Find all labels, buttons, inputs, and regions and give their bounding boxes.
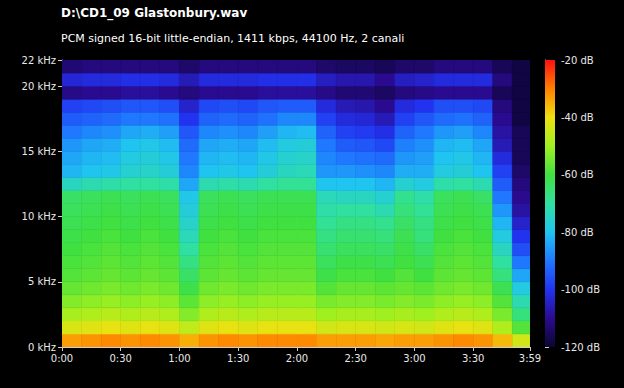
- svg-text:5 kHz: 5 kHz: [28, 276, 56, 287]
- svg-text:-60 dB: -60 dB: [561, 169, 594, 180]
- svg-text:15 kHz: 15 kHz: [22, 146, 56, 157]
- svg-text:3:59: 3:59: [519, 353, 541, 364]
- svg-text:3:00: 3:00: [403, 353, 425, 364]
- svg-text:22 kHz: 22 kHz: [22, 55, 56, 66]
- svg-text:3:30: 3:30: [462, 353, 484, 364]
- svg-text:20 kHz: 20 kHz: [22, 81, 56, 92]
- svg-text:0 kHz: 0 kHz: [28, 342, 56, 353]
- svg-text:0:30: 0:30: [110, 353, 132, 364]
- svg-text:-100 dB: -100 dB: [561, 284, 600, 295]
- svg-text:1:30: 1:30: [227, 353, 249, 364]
- svg-text:2:00: 2:00: [286, 353, 308, 364]
- svg-text:0:00: 0:00: [51, 353, 73, 364]
- svg-text:10 kHz: 10 kHz: [22, 211, 56, 222]
- svg-text:-40 dB: -40 dB: [561, 112, 594, 123]
- svg-text:-120 dB: -120 dB: [561, 342, 600, 353]
- svg-text:PCM signed 16-bit little-endia: PCM signed 16-bit little-endian, 1411 kb…: [61, 32, 404, 45]
- svg-text:D:\CD1_09 Glastonbury.wav: D:\CD1_09 Glastonbury.wav: [61, 6, 247, 21]
- svg-text:-20 dB: -20 dB: [561, 55, 594, 66]
- svg-text:-80 dB: -80 dB: [561, 227, 594, 238]
- svg-text:1:00: 1:00: [168, 353, 190, 364]
- svg-text:2:30: 2:30: [344, 353, 366, 364]
